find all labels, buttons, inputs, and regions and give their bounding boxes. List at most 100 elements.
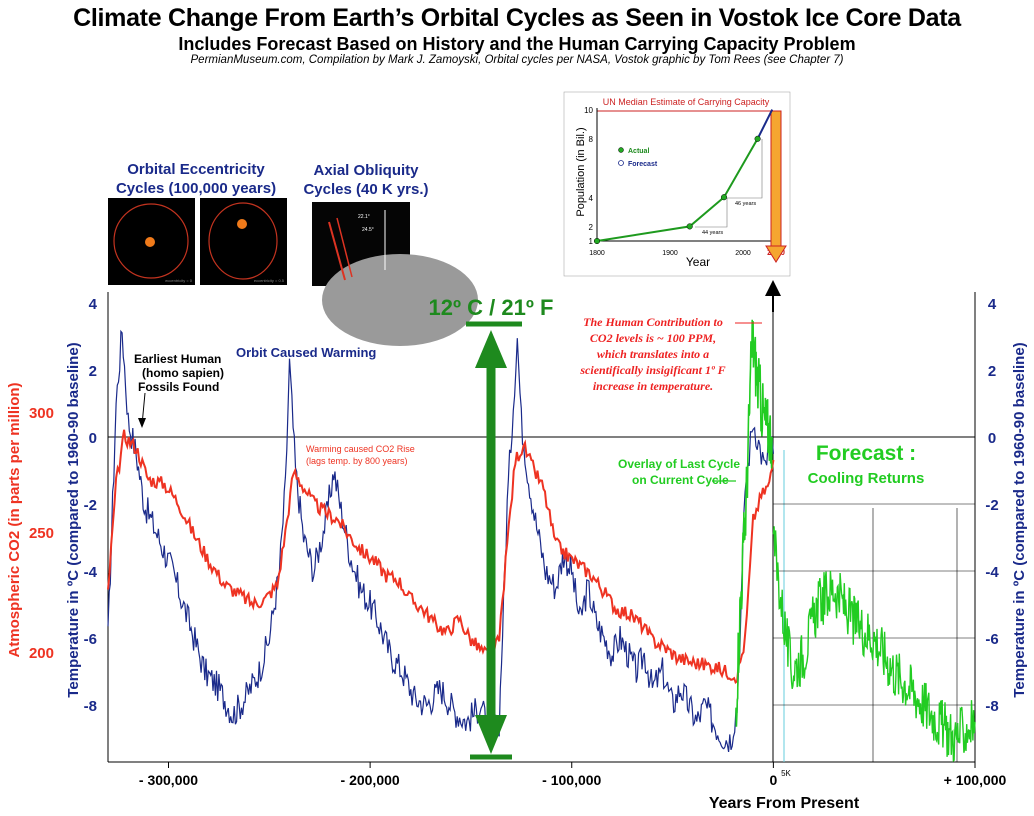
- population-x-label: Year: [686, 255, 710, 269]
- co2-rise-line-1: Warming caused CO2 Rise: [306, 444, 415, 454]
- temp-axis-title-right: Temperature in ºC (compared to 1960-90 b…: [1011, 342, 1028, 697]
- temp-tick-left: 0: [89, 430, 97, 447]
- legend-forecast-marker: [618, 160, 624, 166]
- earliest-human-line: Earliest Human: [134, 352, 221, 366]
- human-contribution-line: scientifically insigificant 1º F: [579, 363, 725, 377]
- human-contribution-line: CO2 levels is ~ 100 PPM,: [590, 331, 716, 345]
- temp-tick-right: 4: [988, 296, 997, 313]
- temp-tick-right: 2: [988, 363, 996, 380]
- five-k-label: 5K: [781, 769, 791, 778]
- human-contribution-note: The Human Contribution to CO2 levels is …: [579, 315, 762, 393]
- legend-actual-label: Actual: [628, 148, 649, 155]
- population-inset: UN Median Estimate of Carrying Capacity …: [563, 91, 791, 312]
- sun-icon: [237, 219, 247, 229]
- obliquity-axis: [328, 221, 346, 281]
- co2-rise-line-2: (lags temp. by 800 years): [306, 456, 408, 466]
- obliquity-angle-2: 24.5°: [362, 227, 374, 233]
- obliquity-label-2: Cycles (40 K yrs.): [303, 181, 428, 198]
- population-y-tick: 4: [589, 194, 594, 203]
- population-y-tick: 10: [584, 106, 593, 115]
- annotation-earliest-human: Earliest Human (homo sapien) Fossils Fou…: [134, 352, 224, 428]
- population-actual-point: [720, 194, 728, 201]
- population-y-tick: 8: [589, 135, 594, 144]
- chart-credits: PermianMuseum.com, Compilation by Mark J…: [190, 54, 844, 66]
- earth-icon: [322, 254, 478, 346]
- temp-axis-title-left: Temperature in ºC (compared to 1960-90 b…: [65, 342, 82, 697]
- temperature-series: [107, 329, 774, 752]
- human-contribution-line: increase in temperature.: [593, 379, 713, 393]
- overlay-series: [735, 319, 773, 727]
- interval-label-2: 46 years: [735, 201, 756, 207]
- obliquity-angle-1: 22.1°: [358, 214, 370, 220]
- range-label: 12º C / 21º F: [429, 295, 554, 320]
- population-actual-point: [593, 237, 601, 245]
- eccentricity-caption-1: eccentricity = 0: [165, 278, 193, 283]
- legend-actual-marker: [618, 147, 624, 153]
- temp-tick-right: -2: [985, 497, 998, 514]
- co2-series: [107, 429, 775, 685]
- main-chart-frame: [107, 292, 976, 763]
- interval-label-1: 44 years: [702, 230, 723, 236]
- forecast-title: Forecast :: [816, 442, 916, 465]
- co2-tick: 250: [29, 525, 54, 542]
- population-x-tick: 1800: [589, 250, 605, 257]
- interval-bracket: [695, 198, 728, 228]
- obliquity-axis: [336, 217, 353, 278]
- eccentricity-label-1: Orbital Eccentricity: [127, 161, 265, 178]
- population-x-tick: 1900: [662, 250, 678, 257]
- temp-tick-left: 2: [89, 363, 97, 380]
- x-axis-title: Years From Present: [709, 795, 860, 812]
- capacity-arrow-shaft: [770, 110, 782, 250]
- temp-tick-right: -6: [985, 631, 998, 648]
- population-actual-line: [596, 138, 759, 242]
- legend-forecast-label: Forecast: [628, 161, 658, 168]
- orbit-circle: [113, 203, 189, 279]
- chart-subtitle: Includes Forecast Based on History and t…: [178, 34, 856, 54]
- co2-axis-title: Atmospheric CO2 (in parts per million): [6, 382, 23, 657]
- population-forecast-line: [756, 109, 774, 140]
- overlay-line-1: Overlay of Last Cycle: [618, 457, 740, 471]
- population-y-tick: 2: [589, 223, 594, 232]
- range-arrow: 12º C / 21º F: [429, 295, 554, 760]
- x-tick-label: 0: [769, 772, 777, 788]
- obliquity-label-1: Axial Obliquity: [313, 162, 419, 179]
- pointer-arrow-head: [765, 280, 781, 296]
- overlay-line-2: on Current Cycle: [632, 473, 729, 487]
- co2-tick: 300: [29, 405, 54, 422]
- eccentricity-label-2: Cycles (100,000 years): [116, 180, 276, 197]
- capacity-arrow-head: [765, 245, 787, 263]
- x-tick-label: + 100,000: [944, 772, 1007, 788]
- x-tick-label: - 100,000: [542, 772, 601, 788]
- range-arrow-head-up: [475, 330, 507, 368]
- temp-tick-right: -8: [985, 698, 998, 715]
- earliest-human-line: Fossils Found: [138, 380, 219, 394]
- temp-tick-left: -6: [84, 631, 97, 648]
- earliest-human-line: (homo sapien): [142, 366, 224, 380]
- temp-tick-right: 0: [988, 430, 996, 447]
- human-contribution-line: which translates into a: [597, 347, 709, 361]
- interval-bracket: [727, 139, 763, 199]
- eccentricity-caption-2: eccentricity = 0.5: [254, 278, 285, 283]
- co2-tick: 200: [29, 645, 54, 662]
- human-contribution-line: The Human Contribution to: [583, 315, 723, 329]
- population-y-label: Population (in Bil.): [575, 127, 587, 216]
- eccentricity-inset: Orbital Eccentricity Cycles (100,000 yea…: [108, 161, 287, 285]
- orbit-ellipse: [208, 202, 278, 280]
- temp-tick-left: -4: [84, 564, 98, 581]
- temp-tick-left: 4: [89, 296, 98, 313]
- temp-tick-left: -2: [84, 497, 97, 514]
- x-tick-label: - 300,000: [139, 772, 198, 788]
- obliquity-inset: Axial Obliquity Cycles (40 K yrs.) 22.1°…: [303, 162, 478, 346]
- chart-title: Climate Change From Earth’s Orbital Cycl…: [73, 4, 961, 32]
- population-y-tick: 1: [589, 237, 594, 246]
- eccentricity-image-2: [200, 198, 287, 285]
- temp-tick-left: -8: [84, 698, 97, 715]
- sun-icon: [145, 237, 155, 247]
- population-title: UN Median Estimate of Carrying Capacity: [603, 97, 770, 107]
- forecast-subtitle: Cooling Returns: [808, 470, 925, 487]
- temp-tick-right: -4: [985, 564, 999, 581]
- forecast-series: [772, 526, 976, 763]
- population-actual-point: [754, 135, 761, 142]
- range-arrow-head-down: [475, 715, 507, 754]
